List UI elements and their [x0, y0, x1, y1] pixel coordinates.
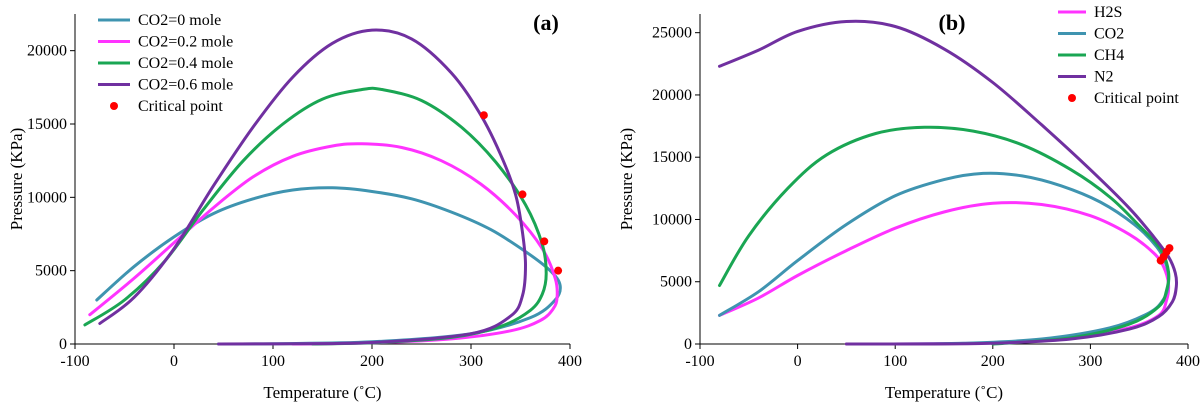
- y-axis-label: Pressure (KPa): [617, 128, 636, 230]
- critical-point-marker: [554, 266, 563, 275]
- legend-label: Critical point: [1094, 90, 1179, 107]
- legend-label: Critical point: [138, 98, 223, 115]
- x-tick-label: 400: [558, 353, 582, 370]
- critical-point-marker: [1165, 244, 1174, 253]
- x-tick-label: 400: [1176, 353, 1200, 370]
- y-tick-label: 5000: [660, 274, 692, 291]
- y-tick-label: 10000: [652, 211, 692, 228]
- y-axis-label: Pressure (KPa): [7, 128, 26, 230]
- series-line-co2-0-2-mole: [88, 142, 559, 346]
- y-tick-label: 25000: [652, 25, 692, 42]
- x-tick-label: -100: [60, 353, 89, 370]
- legend-label: CO2: [1094, 26, 1124, 43]
- x-tick-label: -100: [685, 353, 714, 370]
- legend-label: CO2=0.2 mole: [138, 34, 233, 51]
- x-tick-label: 100: [883, 353, 907, 370]
- y-tick-label: 5000: [35, 263, 67, 280]
- legend-label: CH4: [1094, 47, 1124, 64]
- y-tick-label: 0: [59, 336, 67, 353]
- x-tick-label: 300: [459, 353, 483, 370]
- legend-swatch-critical-point: [110, 102, 118, 110]
- y-tick-label: 10000: [27, 189, 67, 206]
- x-axis-label: Temperature (˚C): [263, 383, 381, 402]
- y-tick-label: 20000: [652, 87, 692, 104]
- legend-swatch-critical-point: [1068, 94, 1076, 102]
- legend-label: H2S: [1094, 4, 1122, 21]
- legend-label: CO2=0.6 mole: [138, 77, 233, 94]
- x-tick-label: 300: [1078, 353, 1102, 370]
- x-tick-label: 0: [794, 353, 802, 370]
- x-tick-label: 100: [261, 353, 285, 370]
- series-line-h2s: [718, 201, 1171, 346]
- legend-label: CO2=0.4 mole: [138, 55, 233, 72]
- x-axis-label: Temperature (˚C): [885, 383, 1003, 402]
- panel-label: (a): [533, 10, 559, 35]
- critical-point-marker: [479, 111, 488, 120]
- y-tick-label: 0: [684, 336, 692, 353]
- legend-label: CO2=0 mole: [138, 12, 221, 29]
- series-line-ch4: [718, 125, 1171, 346]
- critical-point-marker: [540, 237, 549, 246]
- series-line-co2: [718, 171, 1171, 346]
- critical-point-marker: [518, 190, 527, 199]
- series-line-n2: [718, 19, 1179, 346]
- series-line-co2-0-4-mole: [83, 86, 548, 346]
- y-tick-label: 20000: [27, 43, 67, 60]
- x-tick-label: 200: [981, 353, 1005, 370]
- legend-label: N2: [1094, 69, 1114, 86]
- y-tick-label: 15000: [652, 149, 692, 166]
- x-tick-label: 200: [360, 353, 384, 370]
- y-tick-label: 15000: [27, 116, 67, 133]
- series-line-co2-0-mole: [95, 186, 562, 346]
- x-tick-label: 0: [170, 353, 178, 370]
- panel-label: (b): [939, 10, 966, 35]
